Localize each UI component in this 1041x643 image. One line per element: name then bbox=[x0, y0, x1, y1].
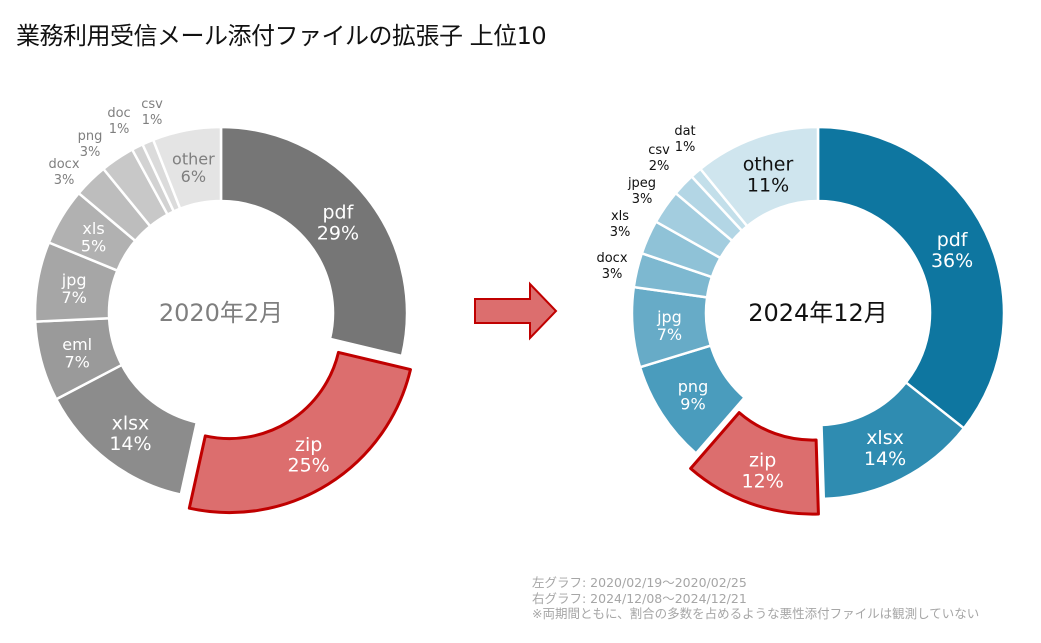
label-zip-name: zip bbox=[295, 434, 322, 456]
label-docx-name: docx bbox=[596, 251, 627, 266]
label-xls-value: 3% bbox=[610, 225, 631, 240]
slice-other bbox=[699, 125, 820, 228]
label-docx-value: 3% bbox=[602, 267, 623, 282]
slice-xlsx bbox=[820, 381, 966, 501]
slice-pdf bbox=[816, 125, 1006, 430]
label-jpg-value: 7% bbox=[61, 288, 86, 307]
center-label: 2020年2月 bbox=[159, 299, 283, 327]
donut-chart-2024: pdf36%xlsx14%zip12%png9%jpg7%docx3%xls3%… bbox=[596, 124, 1006, 516]
label-doc-value: 1% bbox=[109, 122, 130, 137]
footnote-remark: ※両期間ともに、割合の多数を占めるような悪性添付ファイルは観測していない bbox=[532, 606, 980, 621]
label-pdf-value: 36% bbox=[931, 250, 973, 272]
label-pdf-name: pdf bbox=[937, 229, 969, 251]
slice-pdf bbox=[219, 125, 409, 358]
label-jpg-name: jpg bbox=[656, 308, 682, 327]
donut-chart-2020: pdf29%zip25%xlsx14%eml7%jpg7%xls5%docx3%… bbox=[33, 97, 412, 515]
label-other-value: 6% bbox=[181, 167, 206, 186]
label-dat-name: dat bbox=[674, 124, 695, 139]
label-zip-value: 12% bbox=[742, 470, 784, 492]
label-png-value: 9% bbox=[680, 395, 705, 414]
footnotes: 左グラフ: 2020/02/19〜2020/02/25 右グラフ: 2024/1… bbox=[532, 575, 979, 622]
label-docx-name: docx bbox=[48, 157, 79, 172]
label-dat-value: 1% bbox=[675, 140, 696, 155]
slice-zip bbox=[689, 411, 820, 516]
label-csv-value: 2% bbox=[649, 159, 670, 174]
label-docx-value: 3% bbox=[54, 173, 75, 188]
label-jpg-value: 7% bbox=[657, 325, 682, 344]
label-png-value: 3% bbox=[80, 145, 101, 160]
label-eml-name: eml bbox=[62, 335, 92, 354]
label-other-value: 11% bbox=[747, 175, 789, 197]
center-label: 2024年12月 bbox=[748, 299, 888, 327]
label-xlsx-value: 14% bbox=[109, 433, 151, 455]
label-xlsx-name: xlsx bbox=[866, 427, 904, 449]
label-zip-value: 25% bbox=[288, 455, 330, 477]
label-xls-name: xls bbox=[82, 219, 104, 238]
slice-other bbox=[151, 125, 223, 210]
label-doc-name: doc bbox=[107, 106, 130, 121]
label-pdf-name: pdf bbox=[322, 202, 354, 224]
label-jpg-name: jpg bbox=[61, 271, 87, 290]
label-xls-value: 5% bbox=[81, 236, 106, 255]
label-other-name: other bbox=[172, 150, 215, 169]
label-eml-value: 7% bbox=[64, 353, 89, 372]
label-jpeg-name: jpeg bbox=[627, 176, 656, 191]
right-arrow-icon bbox=[474, 281, 558, 341]
label-other-name: other bbox=[743, 154, 794, 176]
label-csv-value: 1% bbox=[142, 113, 163, 128]
slice-zip bbox=[187, 350, 412, 515]
label-png-name: png bbox=[78, 129, 103, 144]
label-xlsx-value: 14% bbox=[864, 448, 906, 470]
label-png-name: png bbox=[678, 377, 708, 396]
label-csv-name: csv bbox=[141, 97, 163, 112]
label-xlsx-name: xlsx bbox=[112, 412, 150, 434]
footnote-left-period: 左グラフ: 2020/02/19〜2020/02/25 bbox=[532, 575, 747, 590]
label-zip-name: zip bbox=[749, 449, 776, 471]
footnote-right-period: 右グラフ: 2024/12/08〜2024/12/21 bbox=[532, 590, 747, 606]
chart-title: 業務利用受信メール添付ファイルの拡張子 上位10 bbox=[16, 22, 547, 50]
label-jpeg-value: 3% bbox=[632, 192, 653, 207]
label-pdf-value: 29% bbox=[317, 223, 359, 245]
label-xls-name: xls bbox=[611, 209, 629, 224]
label-csv-name: csv bbox=[648, 143, 670, 158]
